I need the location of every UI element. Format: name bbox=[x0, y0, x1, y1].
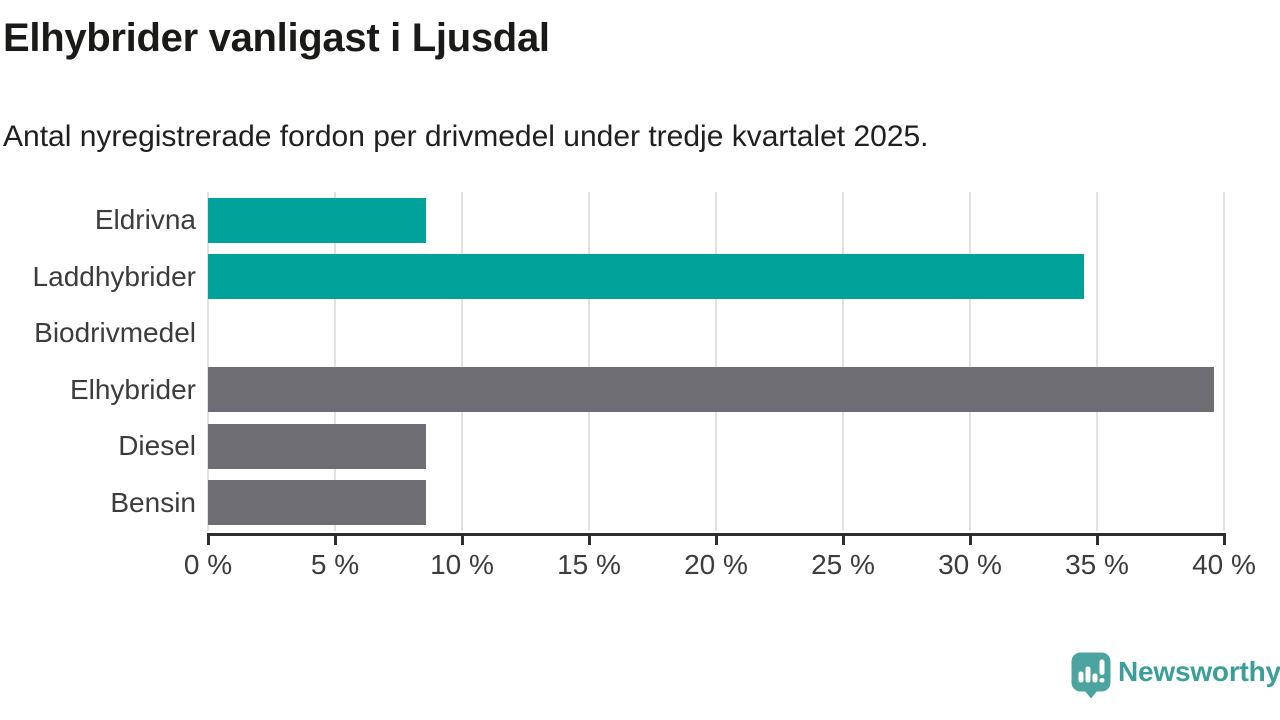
x-axis-tick-label-35: 35 % bbox=[1065, 549, 1129, 580]
x-axis-tick-20 bbox=[714, 536, 718, 545]
bar-bensin bbox=[208, 480, 427, 526]
category-label-biodrivmedel: Biodrivmedel bbox=[34, 317, 196, 349]
gridline-40-percent bbox=[1223, 192, 1225, 531]
x-axis-tick-15 bbox=[587, 536, 591, 545]
bar-eldrivna bbox=[208, 197, 427, 243]
gridline-25-percent bbox=[842, 192, 844, 531]
x-axis-tick-label-40: 40 % bbox=[1192, 549, 1256, 580]
page-subtitle: Antal nyregistrerade fordon per drivmede… bbox=[3, 120, 929, 153]
bar-laddhybrider bbox=[208, 254, 1085, 300]
newsworthy-logo-icon bbox=[1071, 652, 1111, 699]
gridline-35-percent bbox=[1096, 192, 1098, 531]
x-axis-tick-label-0: 0 % bbox=[183, 549, 233, 580]
x-axis-tick-label-25: 25 % bbox=[811, 549, 875, 580]
bar-diesel bbox=[208, 423, 427, 469]
gridline-15-percent bbox=[588, 192, 590, 531]
x-axis-tick-5 bbox=[333, 536, 337, 545]
bar-elhybrider bbox=[208, 367, 1214, 413]
gridline-20-percent bbox=[715, 192, 717, 531]
x-axis-tick-label-30: 30 % bbox=[938, 549, 1002, 580]
gridline-0-percent bbox=[207, 192, 209, 531]
category-label-laddhybrider: Laddhybrider bbox=[32, 260, 196, 292]
x-axis-tick-40 bbox=[1222, 536, 1226, 545]
newsworthy-logo: Newsworthy bbox=[1071, 652, 1280, 699]
category-label-bensin: Bensin bbox=[110, 486, 196, 518]
x-axis-tick-label-15: 15 % bbox=[557, 549, 621, 580]
x-axis-line bbox=[206, 533, 1226, 536]
gridline-30-percent bbox=[969, 192, 971, 531]
x-axis-tick-label-20: 20 % bbox=[684, 549, 748, 580]
x-axis-tick-30 bbox=[968, 536, 972, 545]
x-axis-tick-25 bbox=[841, 536, 845, 545]
x-axis-tick-0 bbox=[206, 536, 210, 545]
page-title: Elhybrider vanligast i Ljusdal bbox=[3, 16, 550, 60]
x-axis-tick-label-5: 5 % bbox=[310, 549, 360, 580]
x-axis-tick-label-10: 10 % bbox=[430, 549, 494, 580]
gridline-5-percent bbox=[334, 192, 336, 531]
category-label-diesel: Diesel bbox=[118, 430, 196, 462]
newsworthy-logo-text: Newsworthy bbox=[1118, 656, 1280, 687]
x-axis-tick-10 bbox=[460, 536, 464, 545]
x-axis-tick-35 bbox=[1095, 536, 1099, 545]
category-label-elhybrider: Elhybrider bbox=[69, 373, 196, 405]
category-label-eldrivna: Eldrivna bbox=[94, 204, 196, 236]
bar-chart: Eldrivna Laddhybrider Biodrivmedel Elhybrid… bbox=[32, 192, 1256, 580]
gridline-10-percent bbox=[461, 192, 463, 531]
